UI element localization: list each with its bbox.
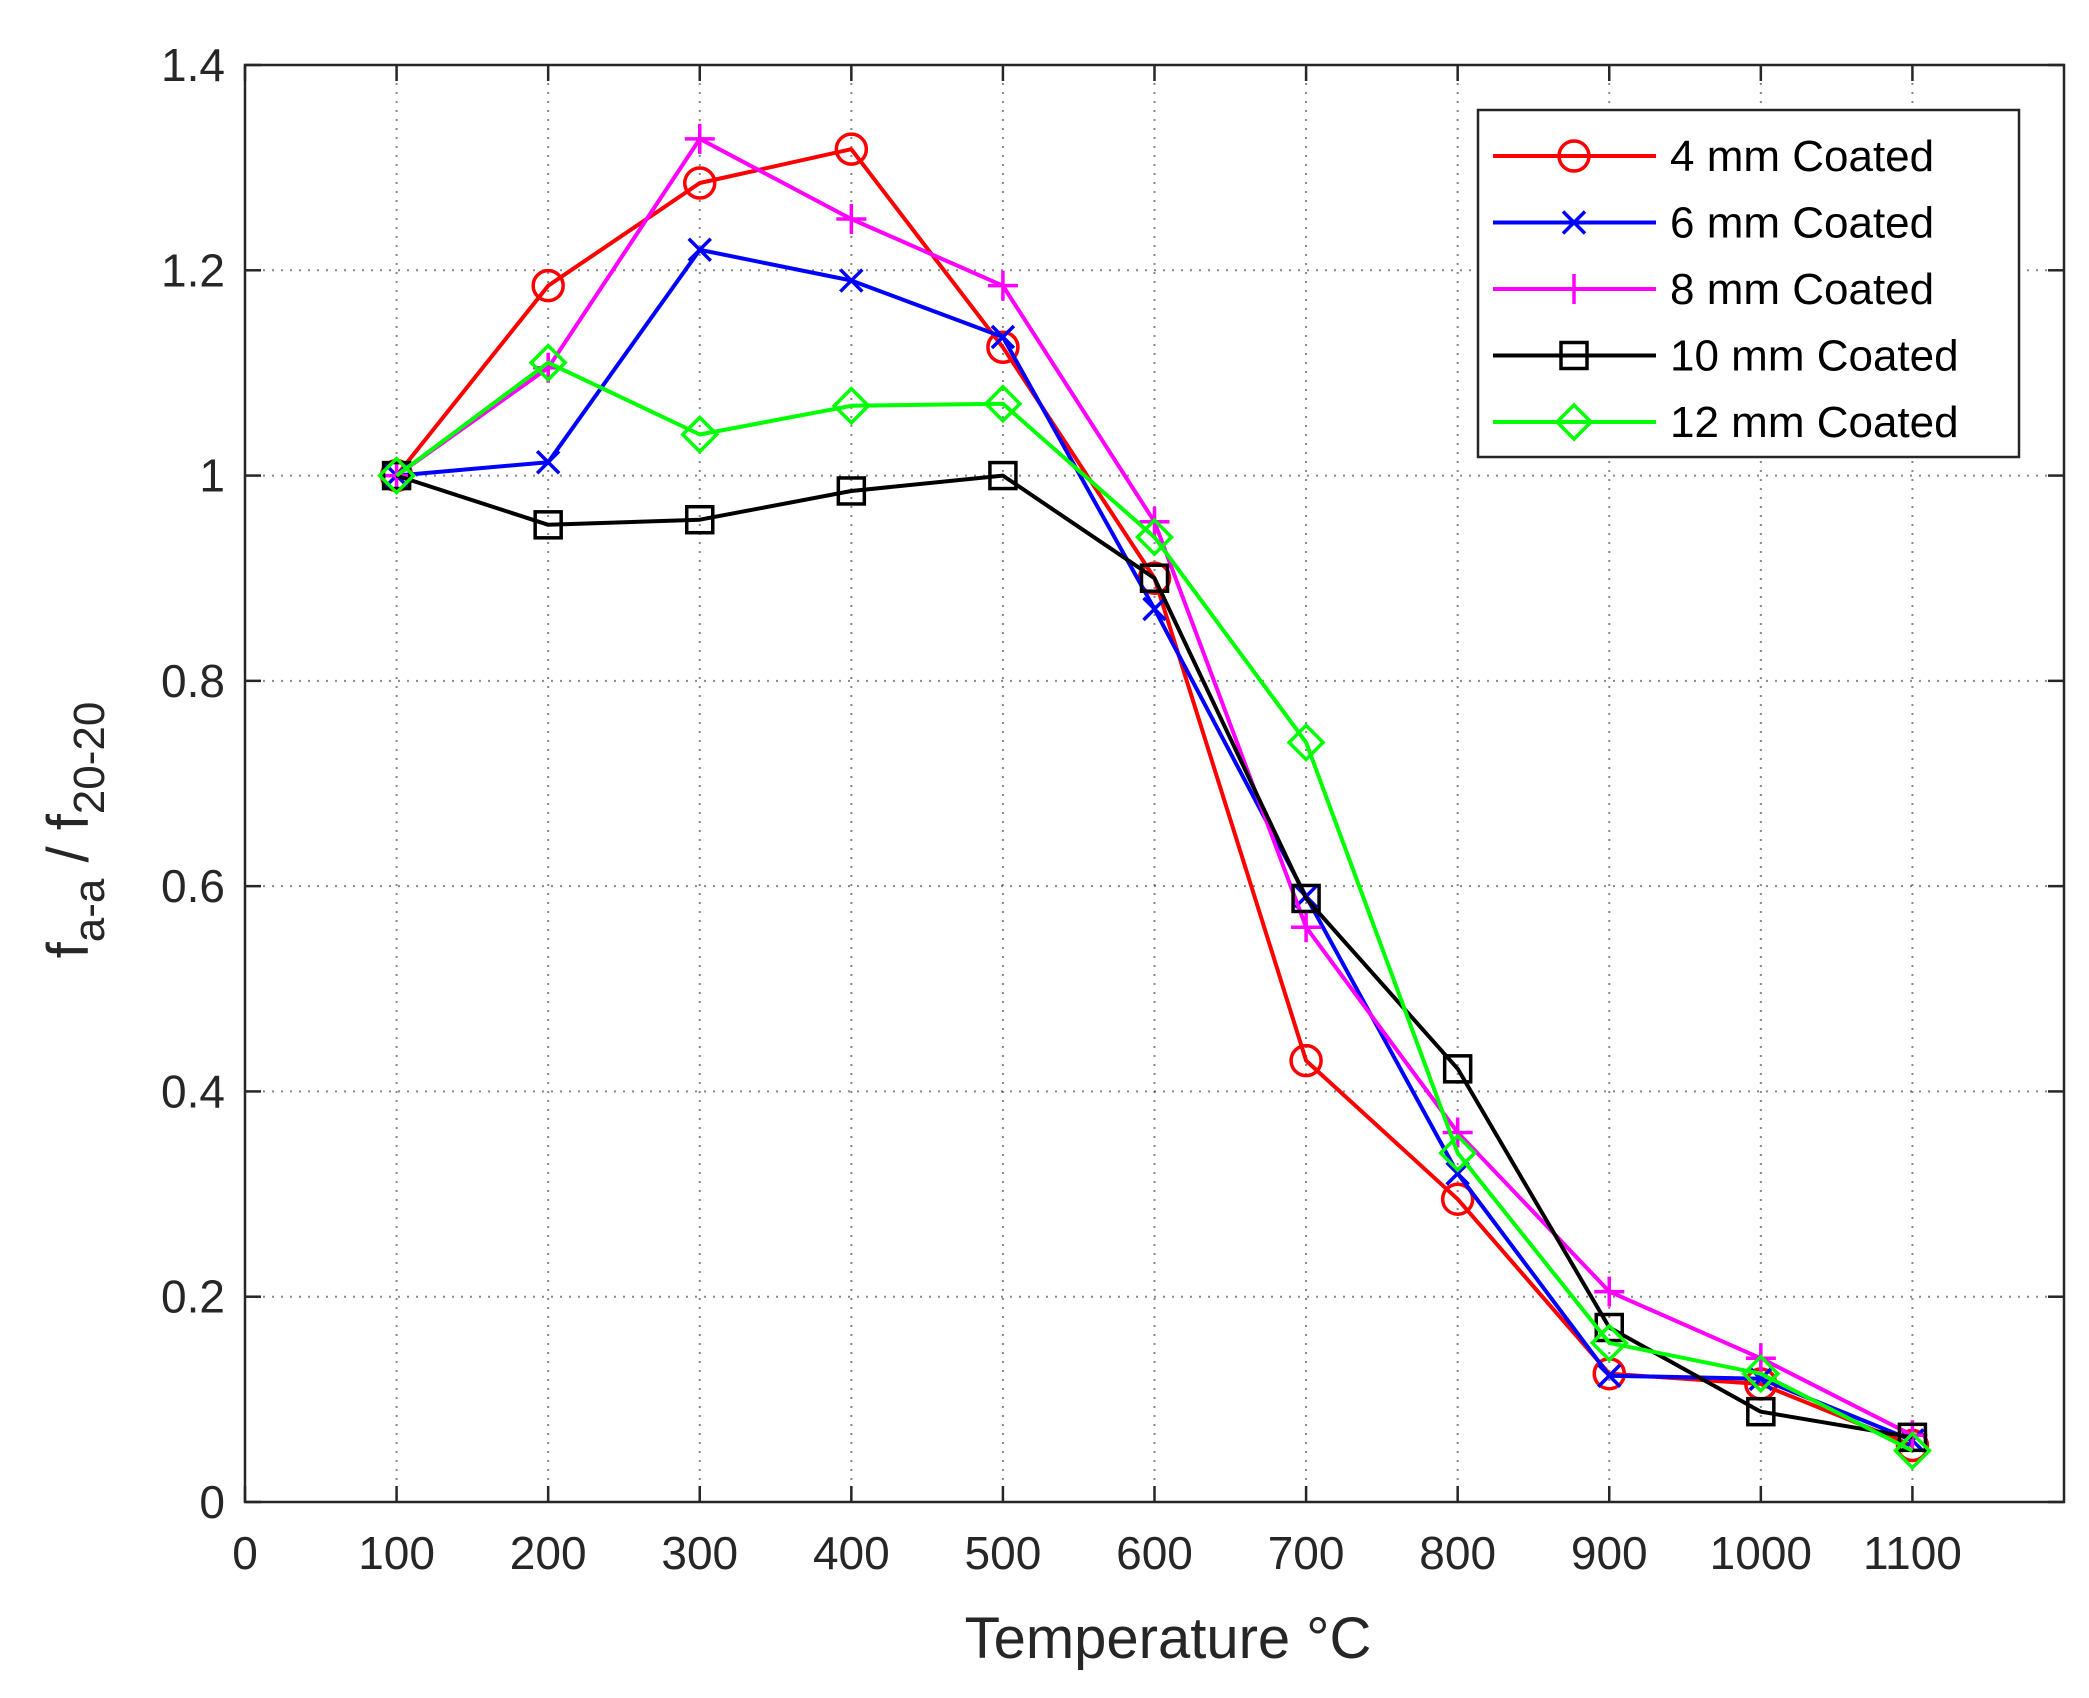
data-point <box>1139 563 1170 593</box>
legend-label: 6 mm Coated <box>1670 199 1934 248</box>
x-tick-label: 1000 <box>1710 1527 1812 1579</box>
legend-entry: 12 mm Coated <box>1493 398 1959 447</box>
data-point <box>687 237 712 262</box>
x-tick-label: 300 <box>661 1527 738 1579</box>
data-point <box>1291 912 1322 943</box>
data-point <box>990 324 1016 350</box>
data-point <box>836 203 867 234</box>
data-point <box>1597 1363 1622 1388</box>
legend-entry: 10 mm Coated <box>1493 332 1959 381</box>
data-point <box>381 460 412 491</box>
legend-box <box>1476 108 2021 459</box>
legend-marker <box>1559 274 1589 304</box>
data-point <box>685 504 715 535</box>
data-point <box>987 270 1018 301</box>
legend-marker <box>1559 340 1589 371</box>
y-axis-title-sub1: a-a <box>65 878 114 942</box>
data-point <box>535 449 561 475</box>
y-axis-title-sub2: 20-20 <box>65 702 114 815</box>
x-tick-label: 0 <box>232 1527 258 1579</box>
data-point <box>834 132 869 166</box>
series-line <box>395 360 1914 1453</box>
data-point <box>533 510 563 540</box>
svg-text:fa-a / f20-20: fa-a / f20-20 <box>36 702 114 959</box>
series-4 <box>381 460 1928 1453</box>
axis-ticks <box>243 63 2064 1504</box>
data-point <box>1142 596 1167 622</box>
series-line <box>395 473 1913 1440</box>
x-axis-title: Temperature °C <box>965 1606 1372 1671</box>
grid <box>245 65 2064 1502</box>
x-tick-label: 200 <box>510 1527 587 1579</box>
data-point <box>683 166 717 200</box>
data-point <box>1741 1354 1781 1394</box>
legend-entry: 4 mm Coated <box>1493 132 1934 181</box>
y-axis-title-f1: f <box>36 941 101 958</box>
x-tick-label: 100 <box>358 1527 435 1579</box>
y-axis-title: fa-a / f20-20 <box>36 702 114 959</box>
data-point <box>1286 722 1326 762</box>
y-tick-label: 1.4 <box>161 39 225 91</box>
legend-entry: 6 mm Coated <box>1493 199 1934 248</box>
x-tick-label: 600 <box>1116 1527 1193 1579</box>
data-point <box>684 123 715 154</box>
data-point <box>831 386 871 426</box>
legend-entry: 8 mm Coated <box>1493 265 1934 314</box>
y-axis-tick-labels: 0 0.2 0.4 0.6 0.8 1 1.2 1.4 <box>161 39 225 1528</box>
data-point <box>988 460 1018 491</box>
data-point <box>1440 1182 1475 1216</box>
y-tick-label: 0.2 <box>161 1271 225 1323</box>
data-point <box>680 415 720 454</box>
data-point <box>1289 1043 1323 1078</box>
data-point <box>1442 1054 1473 1084</box>
y-tick-label: 0 <box>199 1476 225 1528</box>
y-tick-label: 1.2 <box>161 244 225 296</box>
data-point <box>1746 1396 1776 1427</box>
y-tick-label: 0.6 <box>161 860 225 912</box>
data-point <box>1291 883 1321 914</box>
data-point <box>377 456 417 496</box>
data-point <box>1442 1117 1473 1148</box>
y-tick-label: 1 <box>199 450 225 502</box>
x-tick-label: 1100 <box>1863 1527 1962 1579</box>
data-point <box>836 476 867 506</box>
x-tick-label: 700 <box>1268 1527 1345 1579</box>
series-2 <box>384 237 1925 1453</box>
data-point <box>531 268 565 303</box>
data-point <box>1589 1323 1629 1363</box>
legend: 4 mm Coated 6 mm Coated 8 mm Coated 10 mm C… <box>1476 108 2021 459</box>
data-point <box>1594 1276 1625 1307</box>
data-point <box>983 384 1023 424</box>
legend-marker <box>1557 139 1591 173</box>
y-tick-label: 0.8 <box>161 655 225 707</box>
legend-label: 12 mm Coated <box>1670 398 1959 447</box>
x-axis-tick-labels: 0 100 200 300 400 500 600 700 800 900 1000 1100 <box>232 1527 1962 1579</box>
legend-marker <box>1561 210 1587 235</box>
x-tick-label: 500 <box>965 1527 1042 1579</box>
y-axis-title-f2: / f <box>36 813 101 878</box>
legend-label: 10 mm Coated <box>1670 332 1959 381</box>
legend-marker <box>1554 402 1594 442</box>
legend-label: 4 mm Coated <box>1670 132 1934 181</box>
data-point <box>839 268 864 293</box>
x-tick-label: 800 <box>1419 1527 1496 1579</box>
legend-label: 8 mm Coated <box>1670 265 1934 314</box>
data-series <box>377 123 1932 1471</box>
data-point <box>986 330 1020 365</box>
data-point <box>1892 1431 1932 1471</box>
x-tick-label: 900 <box>1571 1527 1648 1579</box>
series-5 <box>377 343 1932 1471</box>
data-point <box>1135 517 1174 557</box>
y-tick-label: 0.4 <box>161 1065 225 1117</box>
data-point <box>1445 1161 1470 1186</box>
x-tick-label: 400 <box>813 1527 890 1579</box>
data-point <box>528 343 568 383</box>
data-point <box>1438 1133 1478 1173</box>
